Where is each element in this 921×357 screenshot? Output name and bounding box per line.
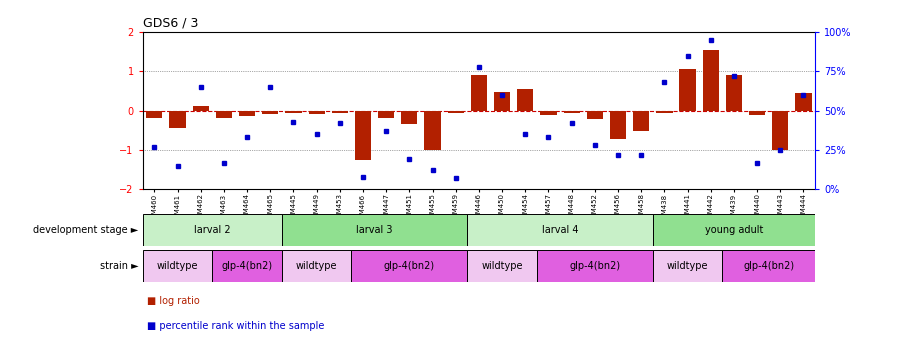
Bar <box>467 214 653 246</box>
Bar <box>653 214 815 246</box>
Bar <box>379 111 394 118</box>
Bar <box>402 111 417 125</box>
Bar <box>653 250 722 282</box>
Bar <box>633 111 649 131</box>
Bar <box>471 75 487 111</box>
Text: glp-4(bn2): glp-4(bn2) <box>384 261 435 271</box>
Bar <box>355 111 371 160</box>
Text: glp-4(bn2): glp-4(bn2) <box>569 261 621 271</box>
Bar <box>518 89 533 111</box>
Bar <box>352 250 467 282</box>
Text: GDS6 / 3: GDS6 / 3 <box>143 16 198 30</box>
Bar <box>192 106 209 111</box>
Text: wildtype: wildtype <box>157 261 198 271</box>
Bar <box>680 69 695 111</box>
Bar <box>587 111 603 119</box>
Bar <box>282 250 352 282</box>
Bar <box>213 250 282 282</box>
Bar <box>537 250 653 282</box>
Bar <box>286 111 301 113</box>
Bar <box>494 92 510 111</box>
Bar <box>448 111 464 113</box>
Bar <box>749 111 765 115</box>
Bar <box>467 250 537 282</box>
Bar <box>146 111 162 118</box>
Bar <box>309 111 325 114</box>
Text: ■ percentile rank within the sample: ■ percentile rank within the sample <box>147 321 325 331</box>
Bar <box>143 214 282 246</box>
Text: wildtype: wildtype <box>482 261 523 271</box>
Bar <box>703 50 719 111</box>
Bar <box>216 111 232 118</box>
Bar <box>282 214 467 246</box>
Text: wildtype: wildtype <box>296 261 337 271</box>
Bar <box>726 75 742 111</box>
Text: larval 4: larval 4 <box>542 225 578 235</box>
Bar <box>143 250 213 282</box>
Bar <box>772 111 788 150</box>
Bar <box>425 111 440 150</box>
Bar <box>169 111 186 129</box>
Bar <box>610 111 626 139</box>
Bar <box>262 111 278 114</box>
Bar <box>541 111 556 115</box>
Text: ■ log ratio: ■ log ratio <box>147 296 200 306</box>
Bar <box>657 111 672 113</box>
Text: larval 3: larval 3 <box>356 225 393 235</box>
Bar <box>796 93 811 111</box>
Text: wildtype: wildtype <box>667 261 708 271</box>
Bar <box>332 111 348 113</box>
Text: glp-4(bn2): glp-4(bn2) <box>222 261 273 271</box>
Text: development stage ►: development stage ► <box>33 225 138 235</box>
Text: glp-4(bn2): glp-4(bn2) <box>743 261 794 271</box>
Text: larval 2: larval 2 <box>194 225 230 235</box>
Bar <box>564 111 580 113</box>
Bar <box>239 111 255 116</box>
Bar <box>722 250 815 282</box>
Text: strain ►: strain ► <box>99 261 138 271</box>
Text: young adult: young adult <box>705 225 764 235</box>
